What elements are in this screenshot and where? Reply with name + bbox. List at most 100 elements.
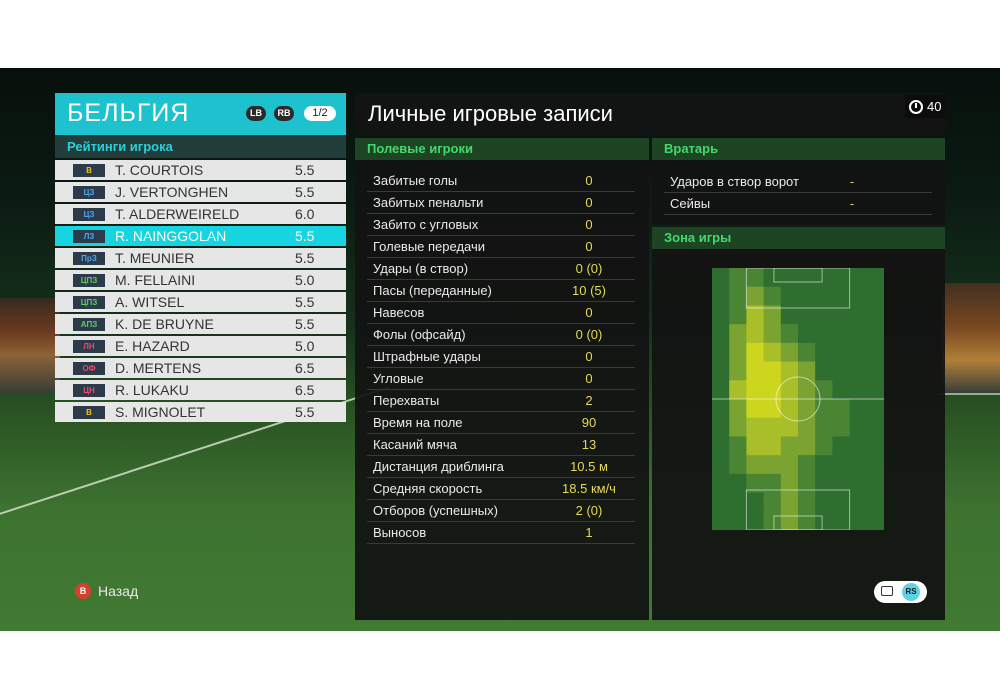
- heatmap-cell: [763, 436, 782, 456]
- rb-button[interactable]: RB: [274, 106, 294, 121]
- rs-button-icon[interactable]: RS: [902, 583, 920, 601]
- heatmap-pitch: [712, 268, 884, 530]
- heatmap-cell: [866, 492, 884, 512]
- player-name: R. NAINGGOLAN: [115, 228, 227, 244]
- player-row[interactable]: АПЗ K. DE BRUYNE 5.5: [55, 314, 346, 334]
- heatmap-cell: [780, 436, 799, 456]
- heatmap-cell: [729, 305, 747, 325]
- stat-value: 10.5 м: [570, 459, 608, 474]
- heatmap-cell: [763, 455, 782, 475]
- position-badge: ЛН: [73, 340, 105, 353]
- heatmap-cell: [866, 455, 884, 475]
- stat-label: Дистанция дриблинга: [373, 459, 504, 474]
- heatmap-cell: [849, 511, 868, 530]
- stat-label: Пасы (переданные): [373, 283, 492, 298]
- heatmap-cell: [866, 361, 884, 381]
- player-row[interactable]: ПрЗ T. MEUNIER 5.5: [55, 248, 346, 268]
- stat-value: 10 (5): [572, 283, 606, 298]
- position-badge: ЦН: [73, 384, 105, 397]
- game-screen: БЕЛЬГИЯ LB RB 1/2 Рейтинги игрока В T. CO…: [0, 68, 1000, 631]
- stat-value: 2: [585, 393, 593, 408]
- stadium-stand-right: [942, 283, 1000, 393]
- heatmap-cell: [849, 342, 868, 363]
- heatmap-cell: [780, 268, 799, 288]
- player-row[interactable]: ЦН R. LUKAKU 6.5: [55, 380, 346, 400]
- player-row[interactable]: В T. COURTOIS 5.5: [55, 160, 346, 180]
- pitch-box: [745, 268, 851, 309]
- heatmap-cell: [832, 361, 851, 381]
- heatmap-cell: [729, 268, 747, 288]
- stat-value: 0: [585, 371, 593, 386]
- heatmap-cell: [798, 268, 816, 288]
- heatmap-cell: [832, 399, 851, 419]
- heatmap-cell: [832, 511, 851, 530]
- heatmap-cell: [815, 455, 833, 475]
- heatmap-cell: [866, 511, 884, 530]
- position-badge: ЦПЗ: [73, 274, 105, 287]
- heatmap-cell: [763, 492, 782, 512]
- heatmap-cell: [729, 342, 747, 363]
- heatmap-cell: [849, 380, 868, 400]
- zone-header: Зона игры: [652, 227, 945, 249]
- match-timer: 40: [905, 95, 945, 118]
- heatmap-cell: [746, 492, 765, 512]
- stat-row: Отборов (успешных) 2 (0): [367, 500, 635, 522]
- heatmap-cell: [780, 286, 799, 306]
- heatmap-cell: [746, 399, 765, 419]
- player-row[interactable]: ЦПЗ A. WITSEL 5.5: [55, 292, 346, 312]
- heatmap-cell: [780, 361, 799, 381]
- stat-row: Фолы (офсайд) 0 (0): [367, 324, 635, 346]
- heatmap-cell: [712, 436, 730, 456]
- heatmap-cell: [866, 342, 884, 363]
- heatmap-cell: [849, 417, 868, 437]
- lb-button[interactable]: LB: [246, 106, 266, 121]
- heatmap-cell: [712, 511, 730, 530]
- stat-value: 1: [585, 525, 593, 540]
- heatmap-cell: [746, 342, 765, 363]
- heatmap-cell: [798, 361, 816, 381]
- player-row[interactable]: ЛЗ R. NAINGGOLAN 5.5: [55, 226, 346, 246]
- gk-stat-row: Сейвы -: [664, 193, 932, 215]
- play-zone-panel: Зона игры: [652, 227, 945, 620]
- stat-label: Средняя скорость: [373, 481, 483, 496]
- player-name: T. COURTOIS: [115, 162, 204, 178]
- player-row[interactable]: ЦЗ J. VERTONGHEN 5.5: [55, 182, 346, 202]
- heatmap-cell: [780, 417, 799, 437]
- player-row[interactable]: ЦПЗ M. FELLAINI 5.0: [55, 270, 346, 290]
- heatmap-cell: [815, 361, 833, 381]
- records-title-bar: Личные игровые записи: [355, 93, 945, 135]
- chat-rs-controls[interactable]: RS: [874, 581, 927, 603]
- heatmap-cell: [798, 511, 816, 530]
- heatmap-cell: [712, 473, 730, 494]
- heatmap-cell: [798, 417, 816, 437]
- stat-value: 13: [581, 437, 597, 452]
- heatmap-cell: [763, 305, 782, 325]
- player-name: A. WITSEL: [115, 294, 185, 310]
- stat-row: Выносов 1: [367, 522, 635, 544]
- field-players-header: Полевые игроки: [355, 138, 649, 160]
- position-badge: ЦЗ: [73, 208, 105, 221]
- heatmap-cell: [763, 342, 782, 363]
- player-row[interactable]: ОФ D. MERTENS 6.5: [55, 358, 346, 378]
- heatmap-cell: [866, 417, 884, 437]
- heatmap-cell: [815, 286, 833, 306]
- stat-label: Штрафные удары: [373, 349, 481, 364]
- player-row[interactable]: В S. MIGNOLET 5.5: [55, 402, 346, 422]
- player-name: S. MIGNOLET: [115, 404, 206, 420]
- player-rating: 5.5: [295, 316, 315, 332]
- heatmap-cell: [849, 436, 868, 456]
- stat-row: Перехваты 2: [367, 390, 635, 412]
- heatmap-cell: [763, 417, 782, 437]
- player-row[interactable]: ЦЗ T. ALDERWEIRELD 6.0: [55, 204, 346, 224]
- player-row[interactable]: ЛН E. HAZARD 5.0: [55, 336, 346, 356]
- stat-value: 0: [585, 239, 593, 254]
- stat-row: Средняя скорость 18.5 км/ч: [367, 478, 635, 500]
- heatmap-cell: [712, 305, 730, 325]
- heatmap-cell: [866, 268, 884, 288]
- player-rating: 5.5: [295, 228, 315, 244]
- heatmap-cell: [746, 417, 765, 437]
- chat-icon[interactable]: [881, 586, 893, 596]
- team-name: БЕЛЬГИЯ: [67, 99, 190, 127]
- stat-label: Выносов: [373, 525, 427, 540]
- player-name: E. HAZARD: [115, 338, 190, 354]
